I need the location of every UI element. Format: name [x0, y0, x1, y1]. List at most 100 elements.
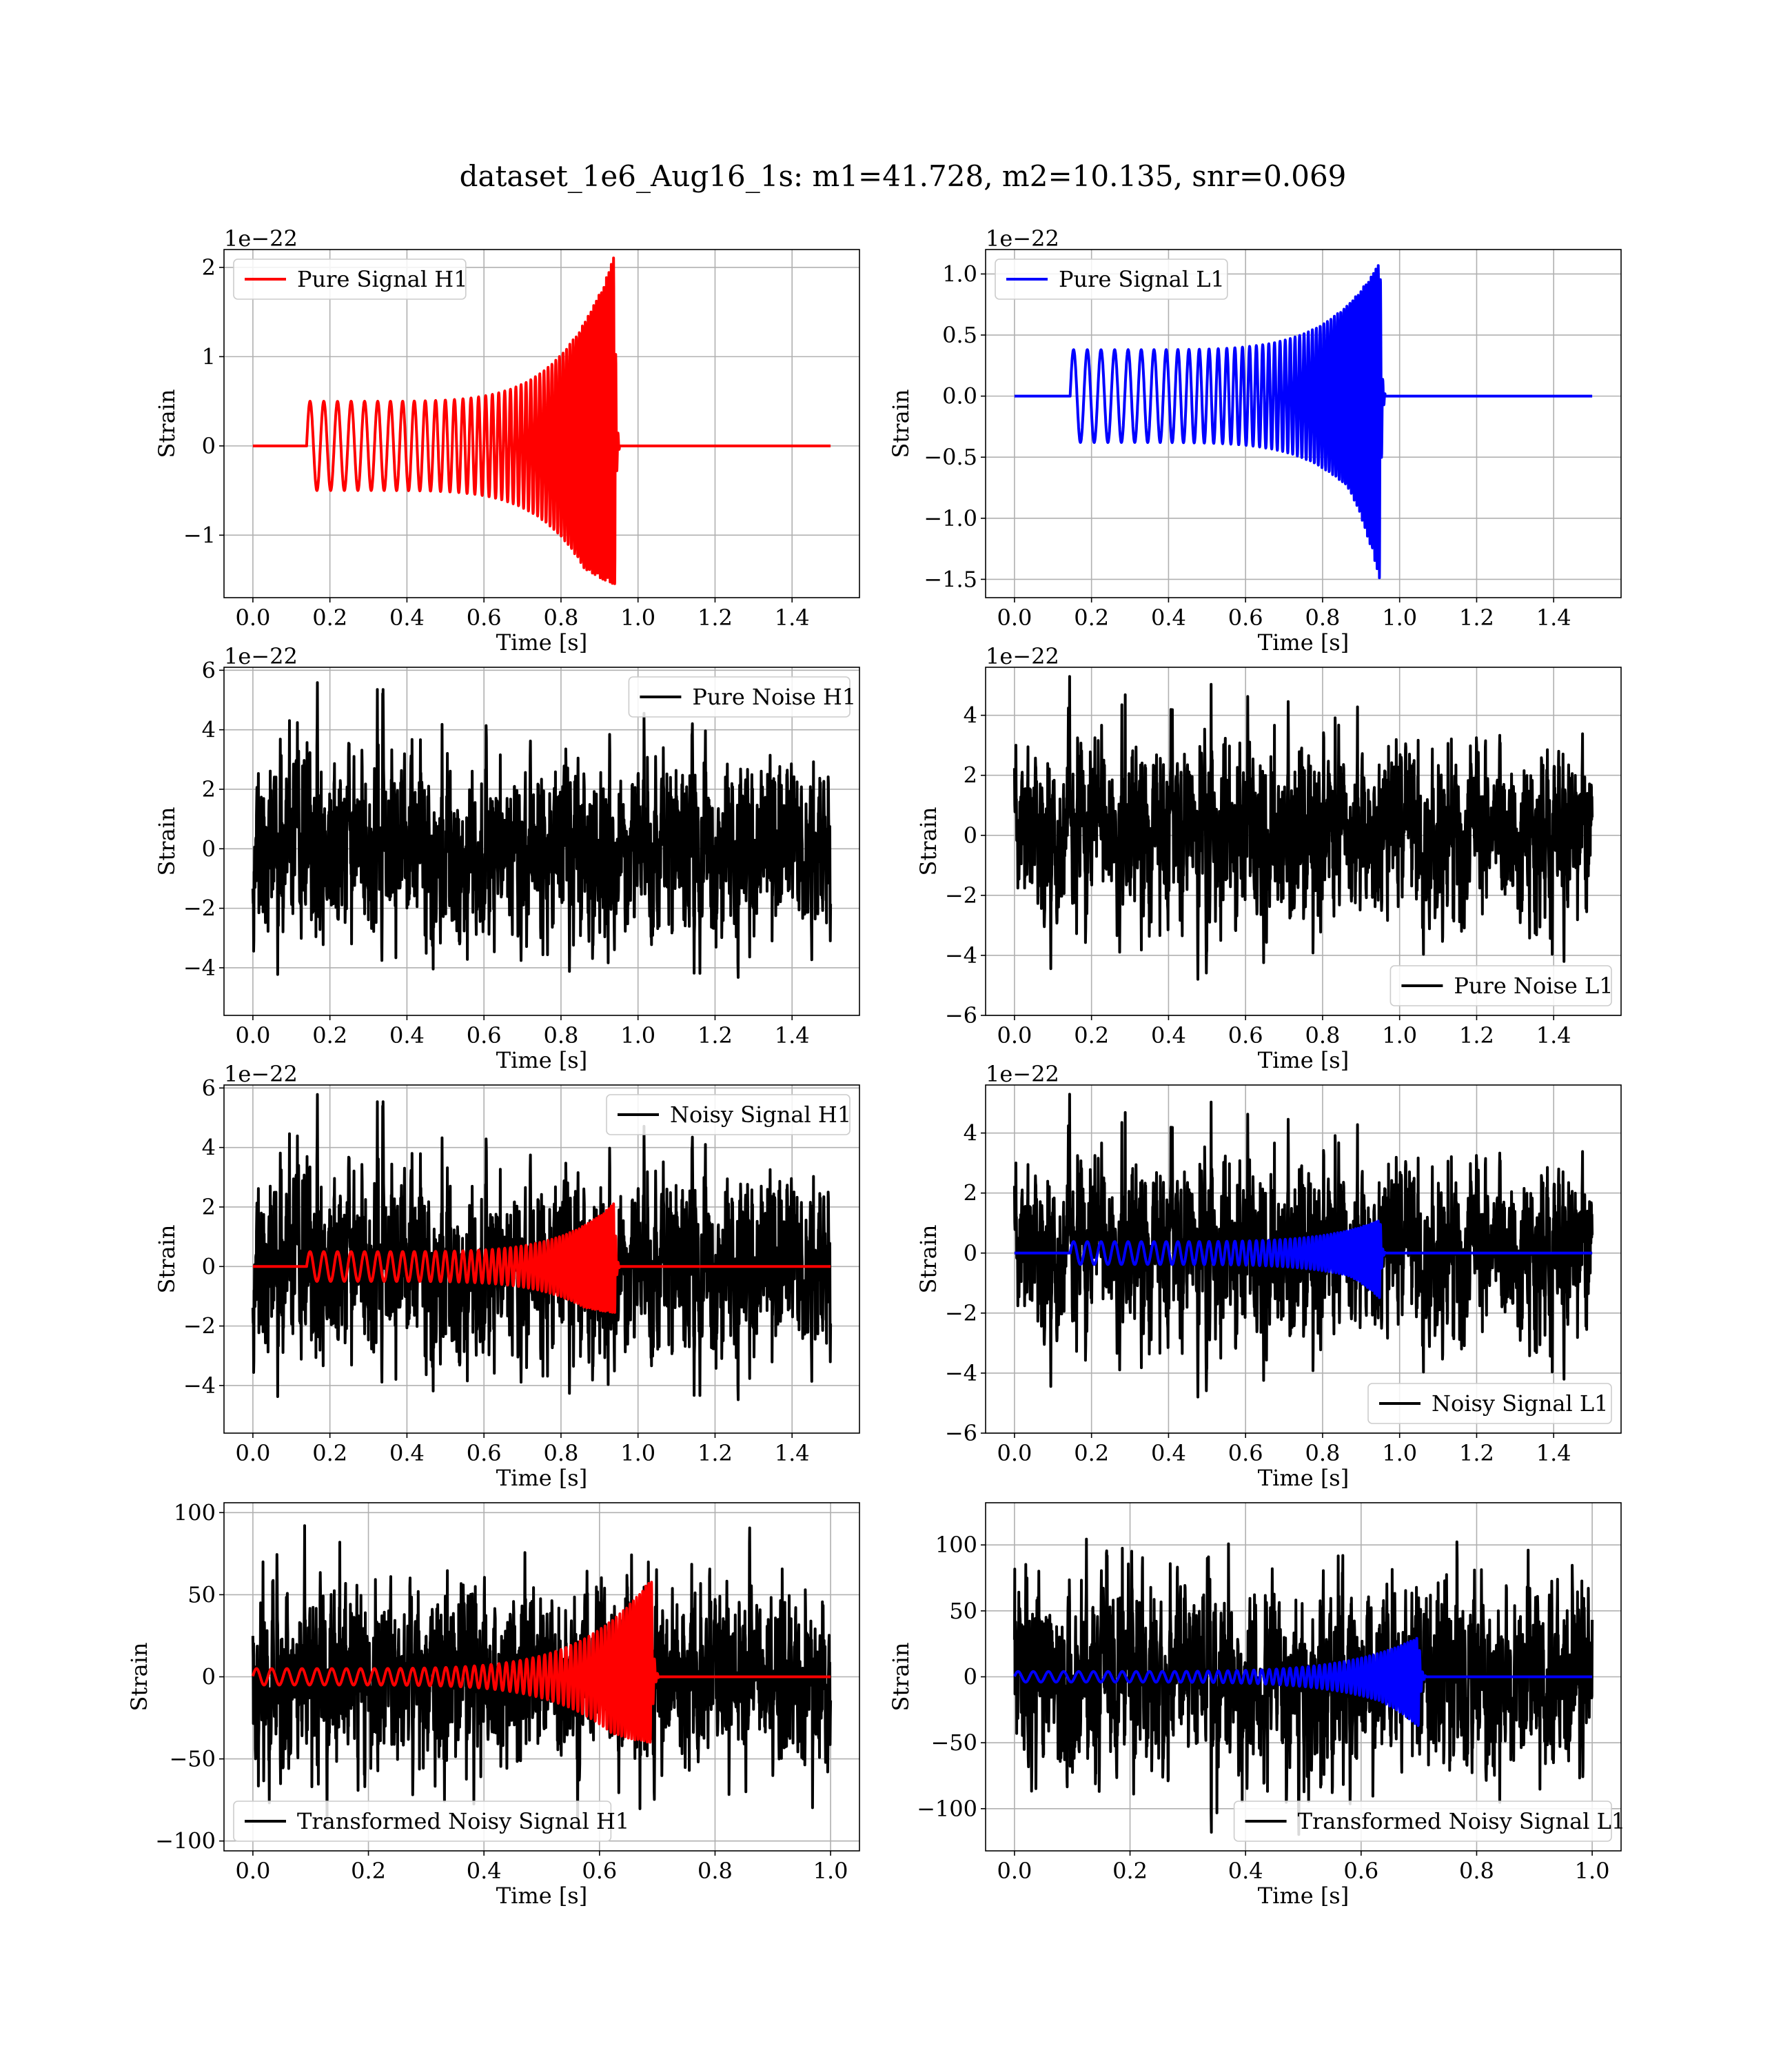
- y-tick-label: −4: [183, 955, 216, 981]
- x-tick-label: 0.4: [1151, 1440, 1186, 1466]
- x-tick-label: 0.6: [582, 1858, 617, 1884]
- x-tick-label: 0.0: [235, 1022, 270, 1048]
- x-tick-label: 0.6: [1228, 1440, 1263, 1466]
- series-group: [1012, 1093, 1594, 1399]
- legend: Noisy Signal L1: [1367, 1383, 1612, 1424]
- y-tick-label: 0: [202, 433, 216, 459]
- axes-frame: [223, 249, 860, 598]
- x-axis-label: Time [s]: [496, 1465, 587, 1491]
- legend-box: [1389, 965, 1612, 1006]
- x-tick-label: 0.6: [467, 1440, 502, 1466]
- y-tick-label: 4: [964, 1120, 977, 1146]
- offset-text: 1e−22: [986, 1061, 1059, 1087]
- x-tick-label: 1.2: [1459, 1022, 1494, 1048]
- x-axis-label: Time [s]: [1258, 1465, 1349, 1491]
- series-line-chirp-overlay-1: [1013, 1219, 1594, 1299]
- x-tick-label: 1.2: [698, 605, 733, 631]
- y-axis-label: Strain: [915, 807, 941, 876]
- y-tick-label: 2: [964, 762, 977, 789]
- x-tick-label: 0.8: [1305, 605, 1340, 631]
- series-line-pure-noise-l1: [1012, 675, 1594, 981]
- x-tick-label: 0.4: [1151, 1022, 1186, 1048]
- y-tick-label: 6: [202, 657, 216, 683]
- x-tick-label: 0.4: [389, 1440, 425, 1466]
- x-tick-label: 0.2: [312, 1022, 347, 1048]
- y-tick-label: 2: [202, 776, 216, 802]
- y-tick-label: −2: [183, 895, 216, 922]
- subplot-p7: 0.0 0.2 0.4 0.6 0.8 1.0 −100 −50 0 50 100 Time [s] S…: [126, 1499, 860, 1909]
- x-tick-label: 0.8: [1459, 1858, 1494, 1884]
- y-tick-label: 0: [964, 822, 977, 849]
- y-tick-label: 4: [202, 1135, 216, 1161]
- legend-box: [1367, 1383, 1612, 1424]
- y-axis-label: Strain: [888, 389, 914, 458]
- x-tick-label: 0.4: [1228, 1858, 1263, 1884]
- y-tick-label: −2: [945, 1300, 977, 1326]
- y-axis-label: Strain: [154, 807, 180, 876]
- offset-text: 1e−22: [986, 643, 1059, 669]
- legend-label: Pure Signal L1: [1059, 266, 1225, 292]
- series-group: [252, 256, 832, 585]
- legend-box: [995, 258, 1228, 300]
- y-axis-label: Strain: [154, 389, 180, 458]
- x-tick-label: 0.6: [1228, 605, 1263, 631]
- x-tick-label: 1.0: [1382, 1022, 1417, 1048]
- legend-label: Noisy Signal L1: [1432, 1390, 1609, 1417]
- series-group: [1012, 1537, 1594, 1836]
- x-tick-label: 0.2: [312, 1440, 347, 1466]
- x-tick-label: 1.2: [698, 1440, 733, 1466]
- x-axis-label: Time [s]: [1258, 629, 1349, 656]
- axes-frame: [223, 1084, 860, 1434]
- y-tick-label: 0.5: [942, 322, 977, 348]
- series-group: [1012, 675, 1594, 981]
- x-tick-label: 0.8: [543, 1022, 578, 1048]
- axes-frame: [985, 249, 1622, 598]
- y-axis-label: Strain: [915, 1225, 941, 1294]
- subplot-p1: 0.0 0.2 0.4 0.6 0.8 1.0 1.2 1.4 −1 0 1 2 Time [s] Str…: [154, 225, 860, 656]
- y-tick-label: 100: [174, 1499, 216, 1525]
- subplot-grid: 0.0 0.2 0.4 0.6 0.8 1.0 1.2 1.4 −1 0 1 2 Time [s] Str…: [126, 225, 1625, 1909]
- y-tick-label: 2: [964, 1180, 977, 1206]
- subplot-p8: 0.0 0.2 0.4 0.6 0.8 1.0 −100 −50 0 50 100 Time [s] S…: [888, 1502, 1626, 1909]
- legend-box: [1233, 1801, 1612, 1842]
- x-tick-label: 0.6: [1228, 1022, 1263, 1048]
- x-axis-label: Time [s]: [496, 1883, 587, 1909]
- x-tick-label: 1.4: [1536, 1440, 1571, 1466]
- series-group: [251, 1524, 833, 1827]
- x-tick-label: 0.6: [1343, 1858, 1378, 1884]
- x-tick-label: 1.4: [775, 605, 810, 631]
- y-tick-label: −4: [183, 1372, 216, 1399]
- y-tick-label: −2: [945, 882, 977, 909]
- x-tick-label: 1.2: [698, 1022, 733, 1048]
- y-tick-label: 2: [202, 1194, 216, 1220]
- x-tick-label: 0.2: [1112, 1858, 1148, 1884]
- x-tick-label: 0.2: [351, 1858, 386, 1884]
- legend: Noisy Signal H1: [606, 1094, 851, 1135]
- x-tick-label: 1.2: [1459, 605, 1494, 631]
- x-tick-label: 0.8: [543, 605, 578, 631]
- y-tick-label: −100: [155, 1828, 216, 1854]
- legend-label: Noisy Signal H1: [670, 1102, 851, 1128]
- subplot-p5: 0.0 0.2 0.4 0.6 0.8 1.0 1.2 1.4 −4 −2 0 2 4 6 Time [s]…: [154, 1061, 860, 1491]
- y-tick-label: −1.5: [924, 566, 977, 592]
- x-tick-label: 1.0: [1382, 1440, 1417, 1466]
- legend-box: [606, 1094, 851, 1135]
- x-tick-label: 0.4: [1151, 605, 1186, 631]
- axes-frame: [985, 667, 1622, 1016]
- x-tick-label: 0.2: [1074, 1440, 1109, 1466]
- y-axis-label: Strain: [126, 1643, 152, 1712]
- legend-label: Pure Noise H1: [692, 684, 856, 710]
- x-axis-label: Time [s]: [1258, 1047, 1349, 1073]
- x-tick-label: 1.0: [1575, 1858, 1610, 1884]
- x-tick-label: 0.0: [235, 605, 270, 631]
- offset-text: 1e−22: [224, 225, 298, 252]
- axes-frame: [223, 667, 860, 1016]
- series-line-pure-noise-h1: [251, 681, 833, 979]
- x-tick-label: 1.0: [1382, 605, 1417, 631]
- y-tick-label: −6: [945, 1002, 977, 1028]
- series-line-chirp-overlay-1: [1013, 1636, 1594, 1727]
- legend-label: Transformed Noisy Signal L1: [1298, 1808, 1626, 1834]
- x-tick-label: 1.0: [813, 1858, 848, 1884]
- x-tick-label: 0.0: [997, 1858, 1032, 1884]
- x-tick-label: 0.2: [312, 605, 347, 631]
